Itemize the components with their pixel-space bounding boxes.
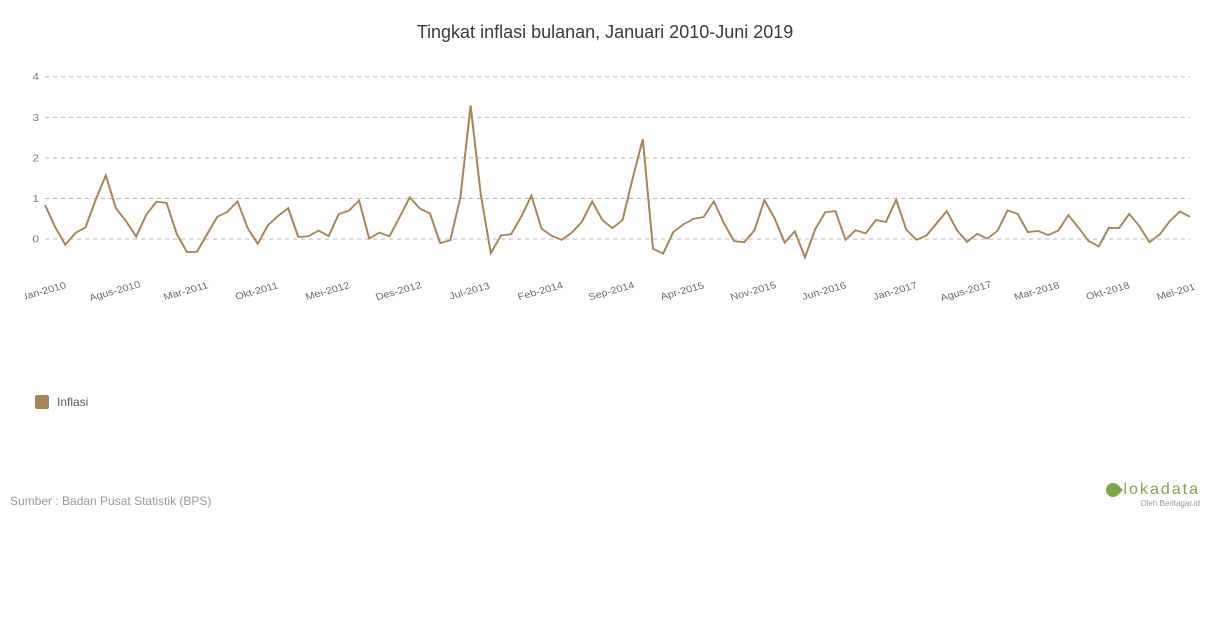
source-text: Sumber : Badan Pusat Statistik (BPS)	[10, 494, 211, 508]
svg-text:Feb-2014: Feb-2014	[516, 281, 565, 303]
legend: Inflasi	[35, 395, 88, 409]
svg-text:1: 1	[32, 194, 39, 205]
line-chart: 0 1 2 3 4 Jan-2010 Agus-2010 Mar-2011 Okt-2011 M…	[25, 60, 1195, 320]
svg-text:Jun-2016: Jun-2016	[801, 281, 848, 303]
svg-text:Sep-2014: Sep-2014	[587, 280, 636, 303]
svg-text:Okt-2011: Okt-2011	[234, 281, 280, 303]
chart-title: Tingkat inflasi bulanan, Januari 2010-Ju…	[0, 0, 1210, 43]
svg-text:Nov-2015: Nov-2015	[729, 280, 778, 303]
leaf-icon	[1103, 480, 1123, 500]
svg-text:3: 3	[32, 112, 39, 123]
brand-logo: lokadata Oleh Beritagar.id	[1106, 481, 1201, 508]
svg-text:Apr-2015: Apr-2015	[659, 281, 706, 303]
svg-text:Mei-2012: Mei-2012	[304, 281, 351, 303]
svg-text:Agus-2010: Agus-2010	[88, 280, 142, 304]
svg-text:2: 2	[32, 153, 39, 164]
svg-text:Mar-2018: Mar-2018	[1013, 281, 1062, 303]
footer: Sumber : Badan Pusat Statistik (BPS) lok…	[10, 481, 1200, 508]
legend-swatch	[35, 395, 49, 409]
svg-text:Jan-2017: Jan-2017	[872, 281, 919, 303]
svg-text:Jan-2010: Jan-2010	[25, 281, 68, 303]
svg-text:Des-2012: Des-2012	[374, 280, 423, 303]
brand-subtitle: Oleh Beritagar.id	[1106, 499, 1201, 508]
legend-label: Inflasi	[57, 395, 88, 409]
svg-text:Mar-2011: Mar-2011	[162, 281, 210, 303]
svg-text:0: 0	[32, 234, 39, 245]
svg-text:Mei-2019: Mei-2019	[1155, 281, 1195, 303]
svg-text:Okt-2018: Okt-2018	[1085, 281, 1132, 303]
brand-name: lokadata	[1124, 481, 1201, 499]
svg-text:4: 4	[32, 72, 39, 83]
svg-text:Jul-2013: Jul-2013	[448, 281, 492, 302]
svg-text:Agus-2017: Agus-2017	[939, 280, 993, 304]
